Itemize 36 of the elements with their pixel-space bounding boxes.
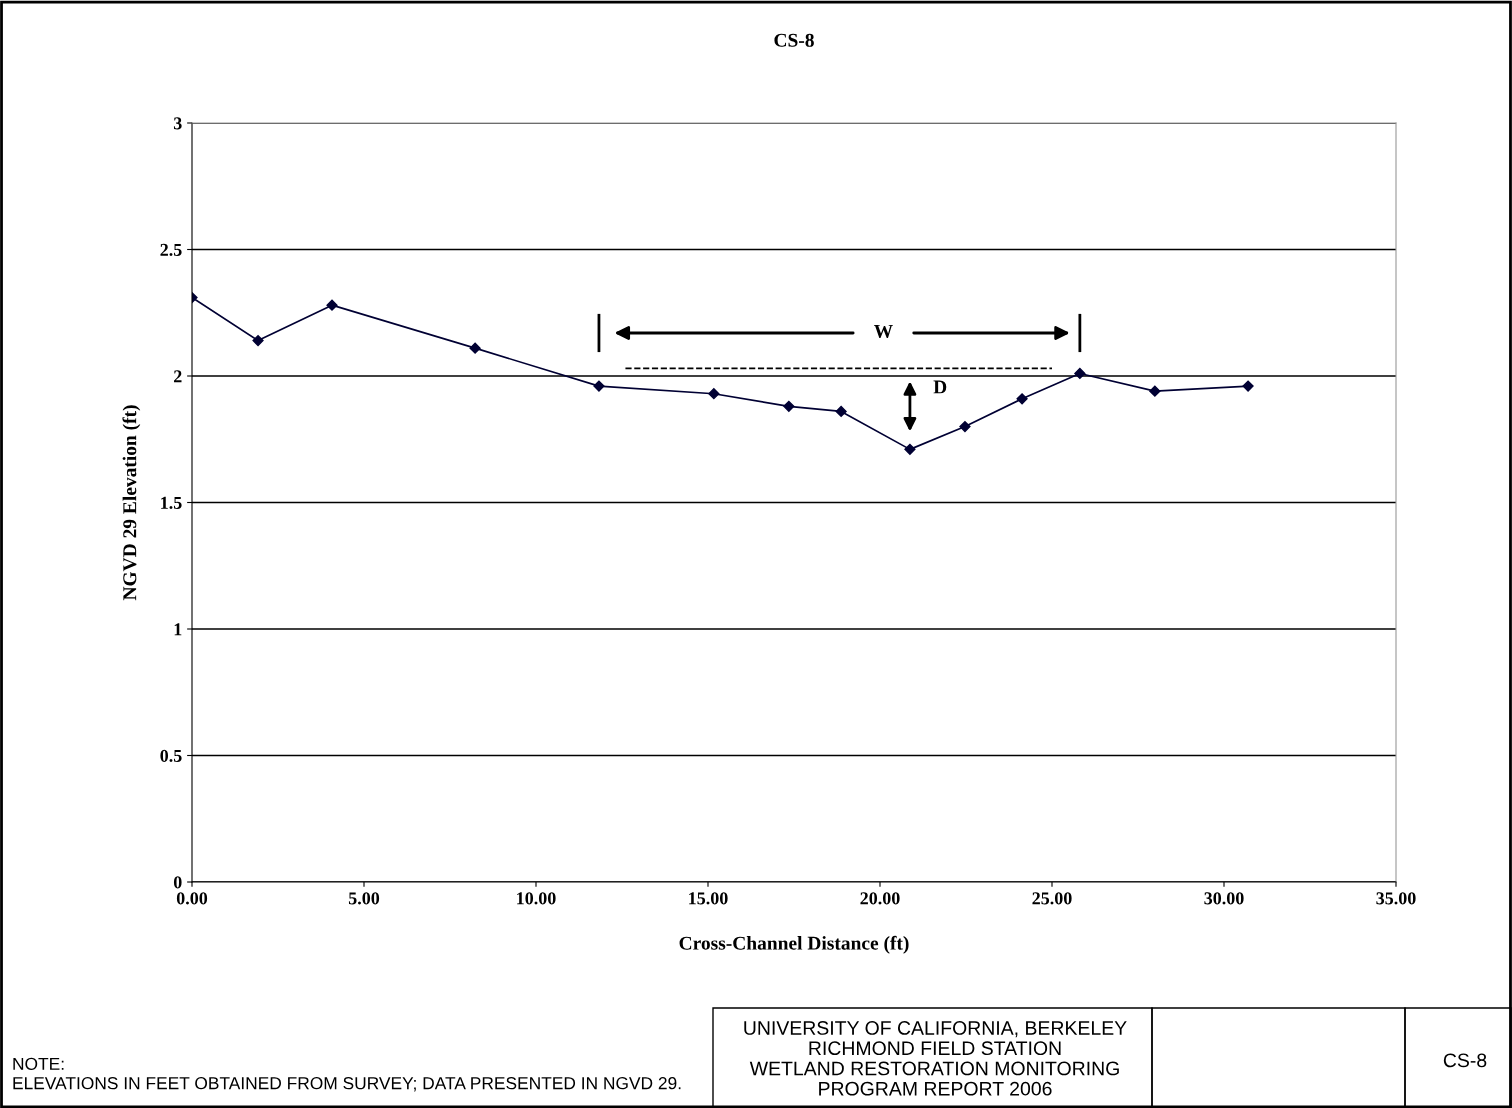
y-tick-label: 1 xyxy=(174,623,182,636)
point xyxy=(1149,385,1161,397)
chart-title: CS-8 xyxy=(774,33,814,47)
x-tick-label: 30.00 xyxy=(1204,892,1244,905)
point xyxy=(469,342,481,354)
y-axis-title: NGVD 29 Elevation (ft) xyxy=(122,405,141,601)
point xyxy=(252,334,264,347)
y-tick-label: 3 xyxy=(173,117,182,130)
x-tick-label: 15.00 xyxy=(689,892,728,905)
point xyxy=(326,299,338,311)
x-tick-label: 35.00 xyxy=(1376,892,1416,905)
point xyxy=(1016,393,1028,405)
x-tick-label: 10.00 xyxy=(517,892,556,905)
point xyxy=(959,420,971,433)
y-tick-label: 0 xyxy=(173,876,182,889)
x-tick-label: 5.00 xyxy=(348,892,380,905)
point xyxy=(904,443,916,455)
text: CS-8 xyxy=(1443,1053,1487,1068)
y-tick-label: 0.5 xyxy=(160,749,182,763)
x-tick-label: 25.00 xyxy=(1032,892,1072,905)
point xyxy=(708,388,720,400)
annotation: D xyxy=(933,380,947,394)
y-tick-label: 1.5 xyxy=(161,496,182,510)
y-tick-label: 2 xyxy=(174,370,182,383)
x-tick-label: 20.00 xyxy=(860,892,900,905)
x-axis-title: Cross-Channel Distance (ft) xyxy=(679,935,909,954)
point xyxy=(835,405,847,418)
text: NOTE: ELEVATIONS IN FEET OBTAINED FROM SURVEY; DATA PRESENTED IN NGVD 29. xyxy=(13,1057,681,1092)
point xyxy=(1074,367,1086,380)
point xyxy=(783,400,795,412)
annotation: W xyxy=(873,324,893,338)
x-tick-label: 0.00 xyxy=(176,892,208,905)
point xyxy=(593,380,605,392)
text: UNIVERSITY OF CALIFORNIA, BERKELEY RICHMOND FIELD STATION WETLAND RESTORATION MONITORING PROGRAM REPORT 2006 xyxy=(744,1021,1127,1096)
y-tick-label: 2.5 xyxy=(160,243,182,257)
point xyxy=(1242,380,1254,392)
